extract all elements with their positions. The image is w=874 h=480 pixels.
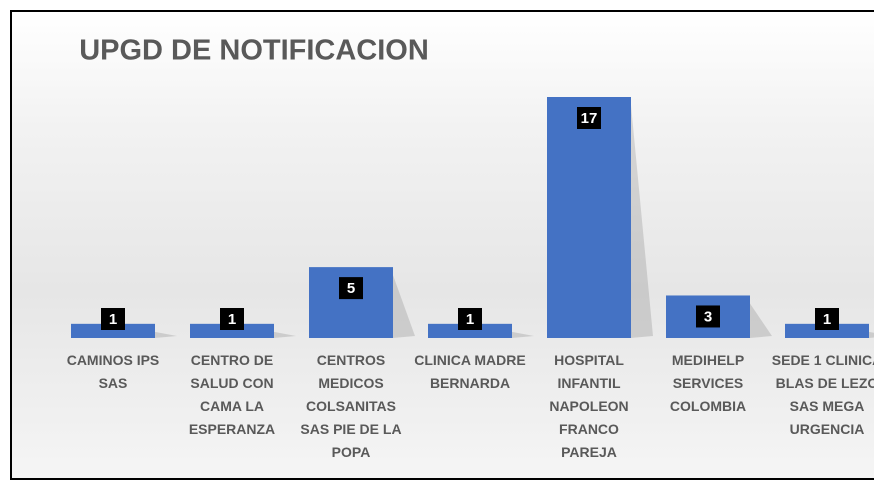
bar: [190, 323, 274, 338]
data-label-bg: [220, 308, 244, 330]
bar: [71, 323, 155, 338]
x-tick-label: CAMINOS IPS SAS: [66, 352, 160, 391]
data-label: 1: [823, 311, 831, 328]
bar: [785, 323, 869, 338]
x-tick-label: HOSPITAL INFANTIL NAPOLEON FRANCO PAREJA: [549, 352, 629, 460]
bar-shadow: [155, 331, 177, 338]
bar-shadow: [869, 331, 874, 338]
data-label: 5: [347, 280, 355, 297]
data-label: 3: [704, 308, 712, 325]
x-tick-label: MEDIHELP SERVICES COLOMBIA: [669, 352, 747, 414]
data-label: 1: [228, 311, 236, 328]
chart-title: UPGD DE NOTIFICACION: [79, 35, 429, 67]
x-tick-label: SEDE 1 CLINICA BLAS DE LEZO SAS MEGA URG…: [771, 352, 874, 437]
x-tick-label: CENTRO DE SALUD CON CAMA LA ESPERANZA: [188, 352, 276, 437]
data-label: 17: [581, 110, 598, 127]
bar-shadow: [274, 331, 296, 338]
data-label-bg: [458, 308, 482, 330]
chart-svg: UPGD DE NOTIFICACION 1 1 5 1 17 3 1: [71, 35, 874, 338]
x-tick-label: CLINICA MADRE BERNARDA: [414, 352, 526, 391]
bar-shadow: [393, 275, 415, 338]
x-tick-label: CENTROS MEDICOS COLSANITAS SAS PIE DE LA…: [300, 352, 402, 460]
bar-shadow: [512, 331, 534, 338]
bar-shadow: [631, 105, 653, 338]
data-label-bg: [101, 308, 125, 330]
data-label-bg: [339, 277, 363, 300]
data-label-bg: [577, 107, 601, 129]
bar: [428, 323, 512, 338]
data-label-bg: [815, 308, 839, 330]
data-label: 1: [466, 311, 474, 328]
bar-shadow: [750, 303, 772, 338]
bar: [547, 97, 631, 338]
data-label-bg: [696, 305, 720, 328]
chart: UPGD DE NOTIFICACION 1 1 5 1 17 3 1 CAMINOS IP…: [10, 10, 874, 480]
data-label: 1: [109, 311, 117, 328]
